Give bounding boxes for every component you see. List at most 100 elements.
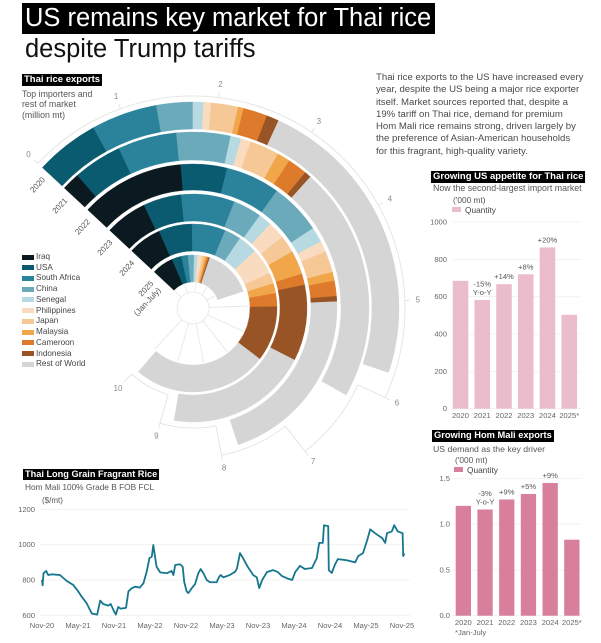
ring-2022: 2022 [73, 163, 338, 445]
y-tick-label: 1.5 [439, 474, 450, 483]
hom-mali-footnote: *Jan-July [455, 627, 487, 637]
x-tick-label: May-22 [137, 621, 162, 630]
legend-swatch [22, 297, 34, 303]
x-tick-label: 2021 [474, 411, 491, 420]
hub-spoke [207, 314, 244, 333]
bar-2020 [455, 505, 471, 616]
axis-tick-label: 4 [388, 194, 393, 203]
x-tick-label: 2021 [477, 618, 494, 627]
bars: 2020 2021 2022 2023 2024 2025* -15%Y-o-Y+14% +8… [452, 235, 579, 420]
x-tick-label: 2023 [517, 411, 534, 420]
hub-spoke [154, 319, 183, 350]
hub-spoke [174, 290, 182, 298]
hub-spoke [206, 295, 216, 301]
ring-2020: 2020 [28, 101, 400, 373]
axis-tick [158, 394, 169, 429]
bar-2023 [517, 274, 534, 409]
legend-label: China [36, 284, 58, 294]
axis-arc [218, 97, 312, 133]
segment-china [176, 131, 232, 164]
x-tick-label: 2020 [455, 618, 472, 627]
x-tick-label: Nov-23 [246, 621, 270, 630]
hom-mali-chart-title: Growing Hom Mali exports [432, 430, 554, 442]
y-tick-label: 0 [443, 404, 447, 413]
legend-swatch [22, 329, 34, 335]
axis-tick-label: 8 [222, 464, 227, 473]
legend-label: Japan [36, 316, 59, 326]
price-chart-subtitle: Hom Mali 100% Grade B FOB FCL [25, 482, 155, 492]
legend-label: Philippines [36, 305, 76, 315]
bar-2020 [452, 280, 469, 409]
legend-swatch [22, 275, 34, 281]
hom-mali-unit-label: ('000 mt) [455, 454, 488, 465]
subtitle-line: Top importers and [22, 89, 93, 99]
legend-swatch [22, 265, 34, 271]
us-appetite-chart-title: Growing US appetite for Thai rice [431, 171, 586, 183]
us-appetite-legend: Quantity [452, 205, 496, 215]
legend-label: Rest of World [36, 359, 86, 369]
y-tick-label: 400 [434, 330, 447, 339]
axis-arc [378, 205, 406, 301]
x-tick-label: May-24 [281, 621, 306, 630]
hom-mali-chart-subtitle: US demand as the key driver [433, 443, 546, 454]
yoy-annotation: -15% [473, 280, 491, 289]
legend-label: Quantity [467, 464, 498, 475]
x-tick-label: May-25 [353, 621, 378, 630]
legend-label: Senegal [36, 294, 67, 304]
segment-rest-of-world [267, 120, 400, 373]
y-tick-label: 600 [434, 292, 447, 301]
bar-2022 [499, 499, 515, 616]
y-tick-label: 0.5 [439, 565, 450, 574]
legend-label: South Africa [36, 273, 81, 283]
y-tick-label: 1200 [18, 505, 35, 514]
segment-rest-of-world [229, 301, 338, 445]
legend-swatch [22, 308, 34, 314]
intro-line: itself. Market sources reported that, de… [376, 96, 568, 108]
y-tick-label: 600 [22, 611, 35, 620]
x-tick-label: May-23 [209, 621, 234, 630]
hub-spoke [208, 305, 249, 308]
x-tick-label: 2022 [496, 411, 513, 420]
axis-tick-label: 0 [26, 150, 31, 159]
hub-spoke [177, 323, 189, 362]
bars: 2020 2021 2022 2023 2024 2025* -3%Y-o-Y +9% +5% +… [455, 471, 582, 627]
y-tick-label: 200 [434, 367, 447, 376]
x-tick-label: Nov-25 [390, 621, 414, 630]
axis-tick [284, 425, 309, 456]
ring-year-label: 2020 [28, 175, 47, 195]
bar-2023 [520, 493, 537, 616]
hub-spoke [195, 323, 205, 364]
y-tick-label: 800 [434, 255, 447, 264]
yoy-annotation: +9% [542, 471, 558, 480]
hub-spoke [184, 284, 188, 294]
intro-line: 19% tariff on Thai rice, demand for prem… [376, 108, 563, 120]
us-appetite-unit-label: ('000 mt) [453, 194, 486, 205]
x-tick-label: 2024 [539, 411, 556, 420]
axis-tick-label: 10 [114, 384, 123, 393]
ring-year-label: 2024 [118, 258, 137, 278]
price-unit-label: ($/mt) [42, 496, 63, 505]
ring-2024: 2024 [118, 223, 278, 393]
y-tick-label: 0.0 [439, 611, 450, 620]
y-tick-label: 1.0 [439, 520, 450, 529]
y-tick-label: 1000 [18, 540, 35, 549]
axis-tick-label: 3 [317, 117, 322, 126]
legend-swatch [454, 466, 463, 472]
angular-axis: 0 1 2 3 4 5 6 7 8 9 10 [26, 80, 420, 472]
hub-spoke [201, 287, 208, 295]
us-appetite-bar-chart: 0 200 400 600 800 1000 2020 2021 2022 2023 2024 202… [430, 218, 581, 420]
hom-mali-legend: Quantity [454, 465, 498, 475]
axis-arc [384, 300, 406, 398]
x-axis: Nov-20 May-21 Nov-21 May-22 Nov-22 May-23 Nov-… [30, 621, 414, 630]
x-tick-label: 2022 [498, 618, 515, 627]
legend-label: Quantity [465, 205, 496, 215]
x-tick-label: Nov-24 [318, 621, 342, 630]
axis-arc [159, 422, 216, 429]
x-tick-label: 2024 [542, 618, 559, 627]
legend-swatch [22, 286, 34, 292]
intro-line: for this fragrant, high-quality variety. [376, 145, 528, 157]
x-tick-label: 2025* [562, 618, 582, 627]
axis-tick-label: 2 [218, 80, 223, 89]
yoy-annotation: +20% [538, 235, 558, 244]
